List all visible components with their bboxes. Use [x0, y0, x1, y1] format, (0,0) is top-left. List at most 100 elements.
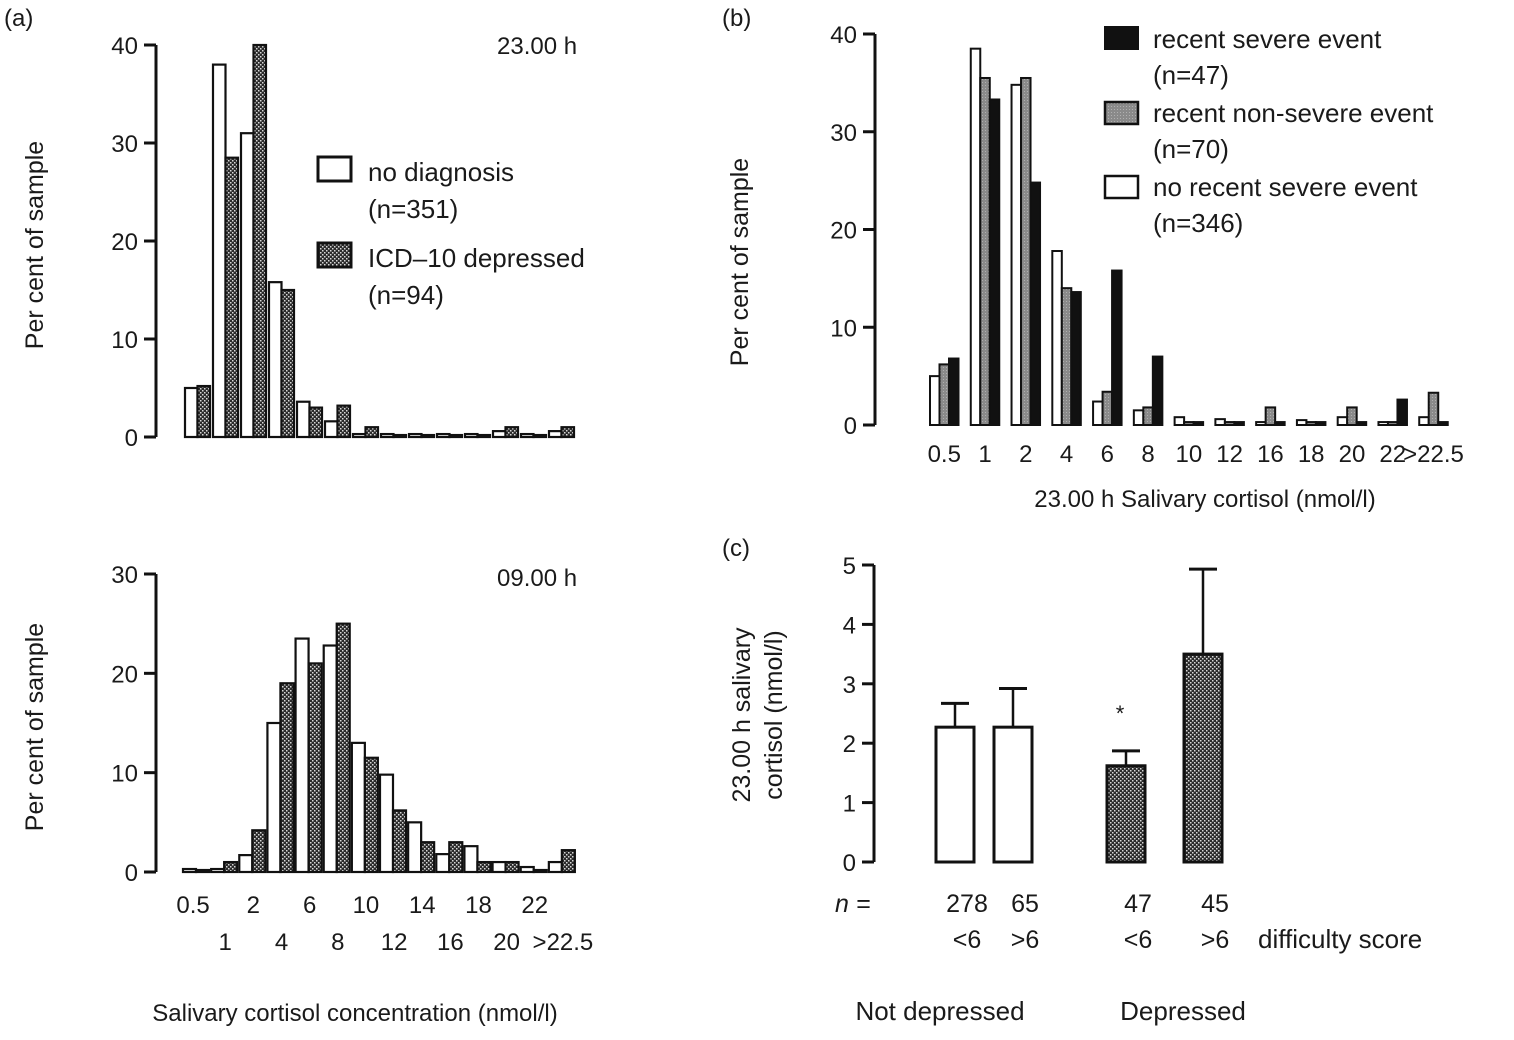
- bar-icd-10-depressed-6: [307, 662, 323, 874]
- bars: [183, 43, 576, 439]
- bar-icd-10-depressed-18: [476, 433, 492, 439]
- bar-no-diagnosis-14: [407, 821, 423, 874]
- bar-recent-non-severe-event-4: [1060, 287, 1073, 426]
- n-value: 45: [1201, 890, 1229, 918]
- bar-no-diagnosis-6: [295, 400, 311, 439]
- group-label-depressed: Depressed: [1120, 996, 1246, 1026]
- bar-icd-10-depressed-14: [420, 841, 436, 874]
- x-tick-label: 12: [1216, 441, 1243, 468]
- legend-n-non-severe: (n=70): [1153, 134, 1229, 164]
- y-axis-label-line1: 23.00 h salivary: [728, 627, 756, 803]
- bar-recent-severe-event-22: [1396, 398, 1408, 426]
- y-tick-label: 20: [830, 218, 857, 245]
- bar-no-recent-severe-event-10: [1173, 416, 1186, 426]
- n-value: 47: [1124, 890, 1152, 918]
- difficulty-score-value: >6: [1011, 926, 1040, 954]
- y-tick-label: 30: [111, 131, 138, 158]
- bar-icd-10-depressed-22.5: [560, 849, 576, 874]
- bar-depressed-high: [1182, 652, 1224, 864]
- bar-icd-10-depressed-4: [279, 682, 295, 874]
- panel-label-b: (b): [722, 5, 751, 32]
- bar-recent-severe-event-4: [1070, 291, 1082, 426]
- n-prefix: n =: [835, 890, 870, 918]
- bar-recent-non-severe-event-16: [1264, 406, 1277, 426]
- x-tick-label: 4: [275, 929, 288, 956]
- panel-label-c: (c): [722, 535, 750, 562]
- x-tick-labels: 0.5 1 2 4 6 8 10 12 16 18 20 22>22.5: [928, 441, 1464, 468]
- chart-title-23h: 23.00 h: [497, 33, 577, 60]
- bar-no-diagnosis-22.5: [547, 860, 563, 874]
- bar-recent-severe-event-8: [1151, 355, 1164, 427]
- y-tick-label: 20: [111, 661, 138, 688]
- bar-no-diagnosis-0.5: [181, 867, 198, 874]
- y-axis-label-line2: cortisol (nmol/l): [760, 630, 788, 799]
- bar-no-diagnosis-18: [463, 845, 479, 874]
- bar-recent-non-severe-event-10: [1183, 421, 1195, 427]
- bar-no-diagnosis-4: [267, 281, 283, 439]
- bar-icd-10-depressed-22: [532, 868, 548, 874]
- y-tick-label: 2: [843, 731, 856, 758]
- bar-no-recent-severe-event-6: [1092, 400, 1104, 427]
- bar-recent-non-severe-event-0.5: [938, 363, 950, 426]
- bar-no-diagnosis-10: [351, 432, 367, 439]
- legend-label-no-diagnosis: no diagnosis: [368, 157, 514, 187]
- x-tick-label: 16: [437, 929, 464, 956]
- y-tick-label: 4: [843, 612, 856, 639]
- y-tick-label: 20: [111, 229, 138, 256]
- bar-recent-non-severe-event-8: [1142, 406, 1154, 426]
- bar-recent-severe-event-20: [1355, 421, 1368, 427]
- x-tick-label: >22.5: [533, 929, 594, 956]
- bar-icd-10-depressed-16: [448, 841, 464, 874]
- bar-no-recent-severe-event-22.5: [1418, 416, 1430, 426]
- x-tick-label: 20: [493, 929, 520, 956]
- legend-label-no-severe: no recent severe event: [1153, 172, 1418, 202]
- bar-no-diagnosis-16: [435, 432, 451, 439]
- legend: recent severe event (n=47) recent non-se…: [1103, 24, 1434, 238]
- bar-no-recent-severe-event-0.5: [929, 375, 941, 426]
- x-tick-label: 6: [1101, 441, 1114, 468]
- bar-recent-severe-event-6: [1111, 269, 1123, 426]
- x-tick-label: 2: [247, 892, 260, 919]
- bar-no-diagnosis-22.5: [547, 430, 563, 439]
- bar-no-recent-severe-event-2: [1010, 83, 1023, 427]
- x-tick-label: 0.5: [176, 892, 209, 919]
- bar-no-diagnosis-1: [211, 63, 227, 439]
- bar-icd-10-depressed-1: [224, 156, 240, 439]
- bar-no-recent-severe-event-20: [1336, 416, 1349, 426]
- x-axis-label: Salivary cortisol concentration (nmol/l): [152, 1000, 557, 1027]
- bar-icd-10-depressed-14: [420, 433, 436, 439]
- y-tick-label: 1: [843, 791, 856, 818]
- bar-no-recent-severe-event-22: [1377, 421, 1389, 427]
- n-value: 278: [946, 890, 988, 918]
- legend-swatch-non-severe: [1103, 100, 1140, 126]
- chart-title-09h: 09.00 h: [497, 565, 577, 592]
- bar-no-recent-severe-event-1: [969, 47, 982, 426]
- x-tick-label: 18: [465, 892, 492, 919]
- bar-icd-10-depressed-18: [476, 860, 492, 874]
- x-tick-label: 22: [521, 892, 548, 919]
- bar-no-diagnosis-16: [435, 853, 451, 874]
- y-axis-label: Per cent of sample: [21, 623, 49, 831]
- y-tick-label: 30: [111, 562, 138, 589]
- x-tick-label: 10: [353, 892, 380, 919]
- panel-c-difficulty-bar-chart: (c) 23.00 h salivary cortisol (nmol/l) 0…: [722, 535, 1422, 1026]
- bar-icd-10-depressed-20: [504, 426, 520, 439]
- x-tick-label: 14: [409, 892, 436, 919]
- legend-swatch-severe: [1104, 26, 1139, 50]
- bar-not-depressed-high: [992, 725, 1034, 864]
- y-axis-label: Per cent of sample: [726, 158, 754, 366]
- x-tick-label: 0.5: [928, 441, 961, 468]
- bar-icd-10-depressed-0.5: [196, 384, 212, 439]
- legend-swatch-no-severe: [1103, 174, 1140, 200]
- bar-recent-non-severe-event-1: [979, 76, 991, 427]
- bar-no-diagnosis-8: [322, 644, 338, 874]
- legend-n-no-diagnosis: (n=351): [368, 194, 458, 224]
- y-tick-label: 5: [843, 553, 856, 580]
- bar-icd-10-depressed-6: [308, 406, 324, 439]
- x-tick-label: 18: [1298, 441, 1325, 468]
- x-tick-label: >22.5: [1403, 441, 1464, 468]
- y-tick-label: 0: [843, 850, 856, 877]
- bar-no-diagnosis-18: [463, 432, 479, 439]
